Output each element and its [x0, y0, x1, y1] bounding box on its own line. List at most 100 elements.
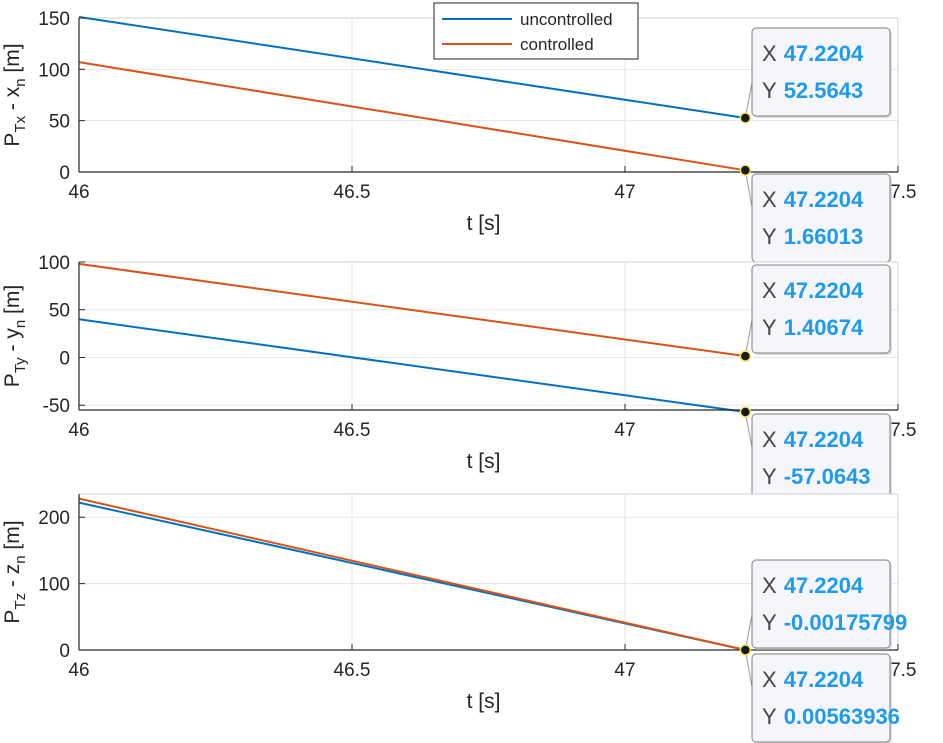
datatip-y-label: Y [762, 224, 777, 249]
datatip-marker[interactable] [739, 350, 752, 362]
series-line-controlled [78, 61, 746, 172]
y-tick-label: 100 [38, 253, 70, 274]
datatip-marker[interactable] [739, 112, 752, 124]
datatip-marker[interactable] [739, 164, 752, 177]
datatip-y-value: 52.5643 [784, 78, 864, 103]
y-tick-label: 50 [49, 112, 70, 133]
datatip-box[interactable] [751, 27, 891, 117]
x-tick-label: 46.5 [334, 660, 371, 681]
datatip-x-value: 47.2204 [784, 427, 864, 452]
y-axis-label: PTy - yn [m] [1, 285, 29, 387]
y-tick-label: 200 [38, 508, 70, 529]
x-tick-label: 46 [68, 420, 89, 441]
series-line-controlled [78, 497, 746, 651]
y-tick-label: -50 [43, 396, 70, 417]
datatip-x-value: 47.2204 [784, 41, 864, 66]
datatip-y-row: Y 52.5643 [762, 78, 863, 103]
x-tick-label: 46.5 [334, 182, 371, 203]
datatip[interactable]: X 47.2204 Y 1.40674 [744, 264, 892, 357]
y-axis-label-part: P [1, 610, 24, 624]
datatip-x-label: X [762, 573, 777, 598]
datatip-y-row: Y 0.00563936 [762, 704, 900, 729]
x-tick-label: 46.5 [334, 420, 371, 441]
datatip-box[interactable] [751, 559, 891, 649]
datatip[interactable]: X 47.2204 Y -0.00175799 [744, 559, 907, 651]
datatip[interactable]: X 47.2204 Y 52.5643 [744, 27, 892, 119]
x-axis-label: t [s] [467, 212, 501, 235]
legend: uncontrolled controlled [433, 2, 639, 60]
datatip-x-value: 47.2204 [784, 667, 864, 692]
datatip-x-row: X 47.2204 [762, 187, 864, 212]
datatip[interactable]: X 47.2204 Y 1.66013 [744, 170, 892, 264]
datatip-y-label: Y [762, 464, 777, 489]
datatip-marker[interactable] [739, 406, 752, 418]
datatip-x-value: 47.2204 [784, 573, 864, 598]
y-axis-label: PTz - zn [m] [1, 520, 29, 623]
y-tick-label: 100 [38, 575, 70, 596]
datatip-y-value: -0.00175799 [784, 610, 908, 635]
datatip[interactable]: X 47.2204 Y -57.0643 [744, 411, 892, 504]
datatip-x-row: X 47.2204 [762, 667, 864, 692]
y-axis-label-part: [m] [1, 43, 24, 78]
datatip-y-label: Y [762, 315, 777, 340]
x-tick-label: 46 [68, 182, 89, 203]
y-tick-label: 150 [38, 9, 70, 30]
datatip-y-value: -57.0643 [784, 464, 871, 489]
y-axis-label-part: [m] [1, 520, 24, 555]
y-axis-label-part: P [1, 133, 24, 147]
x-axis-label: t [s] [467, 450, 501, 473]
datatip-y-label: Y [762, 78, 777, 103]
y-axis-label-part: - z [1, 564, 24, 593]
legend-box [433, 2, 639, 60]
datatip-box[interactable] [751, 653, 891, 743]
y-axis-label-subscript: n [12, 78, 29, 86]
x-tick-label: 47 [614, 420, 635, 441]
x-tick-label: 47 [614, 660, 635, 681]
y-axis-label-subscript: Ty [12, 357, 29, 373]
datatip-box[interactable] [751, 264, 891, 354]
datatip-y-row: Y -0.00175799 [762, 610, 907, 635]
series-line-controlled [78, 262, 746, 358]
datatip-x-value: 47.2204 [784, 187, 864, 212]
datatip-x-label: X [762, 278, 777, 303]
series-line-uncontrolled [78, 318, 746, 413]
y-axis-label-subscript: n [12, 555, 29, 563]
y-axis-label: PTx - xn [m] [1, 43, 29, 146]
datatip-x-label: X [762, 667, 777, 692]
datatip-x-label: X [762, 427, 777, 452]
y-tick-label: 50 [49, 301, 70, 322]
legend-item-label: controlled [520, 35, 594, 54]
datatip-y-row: Y -57.0643 [762, 464, 871, 489]
x-tick-label: 46 [68, 660, 89, 681]
datatip-y-label: Y [762, 610, 777, 635]
y-axis-label-subscript: Tx [12, 115, 29, 132]
y-tick-label: 0 [59, 348, 70, 369]
datatip-x-value: 47.2204 [784, 278, 864, 303]
datatip-y-row: Y 1.66013 [762, 224, 863, 249]
x-tick-label: 47 [614, 182, 635, 203]
y-tick-label: 0 [59, 163, 70, 184]
datatip-y-value: 0.00563936 [784, 704, 900, 729]
y-axis-label-part: - y [1, 328, 24, 358]
datatip-x-row: X 47.2204 [762, 278, 864, 303]
y-axis-label-subscript: n [12, 320, 29, 328]
y-axis-label-part: - x [1, 86, 24, 116]
y-axis-label-part: P [1, 373, 24, 387]
y-tick-label: 100 [38, 60, 70, 81]
datatip-marker[interactable] [739, 644, 752, 656]
datatip-y-value: 1.66013 [784, 224, 864, 249]
x-axis-label: t [s] [467, 690, 501, 713]
datatip-x-label: X [762, 187, 777, 212]
datatip-y-value: 1.40674 [784, 315, 864, 340]
datatip-x-row: X 47.2204 [762, 427, 864, 452]
y-tick-label: 0 [59, 641, 70, 662]
series-line-uncontrolled [78, 15, 746, 120]
datatip-y-label: Y [762, 704, 777, 729]
datatip-x-row: X 47.2204 [762, 573, 864, 598]
y-axis-label-subscript: Tz [12, 593, 29, 610]
datatip[interactable]: X 47.2204 Y 0.00563936 [744, 649, 900, 743]
datatip-x-label: X [762, 41, 777, 66]
